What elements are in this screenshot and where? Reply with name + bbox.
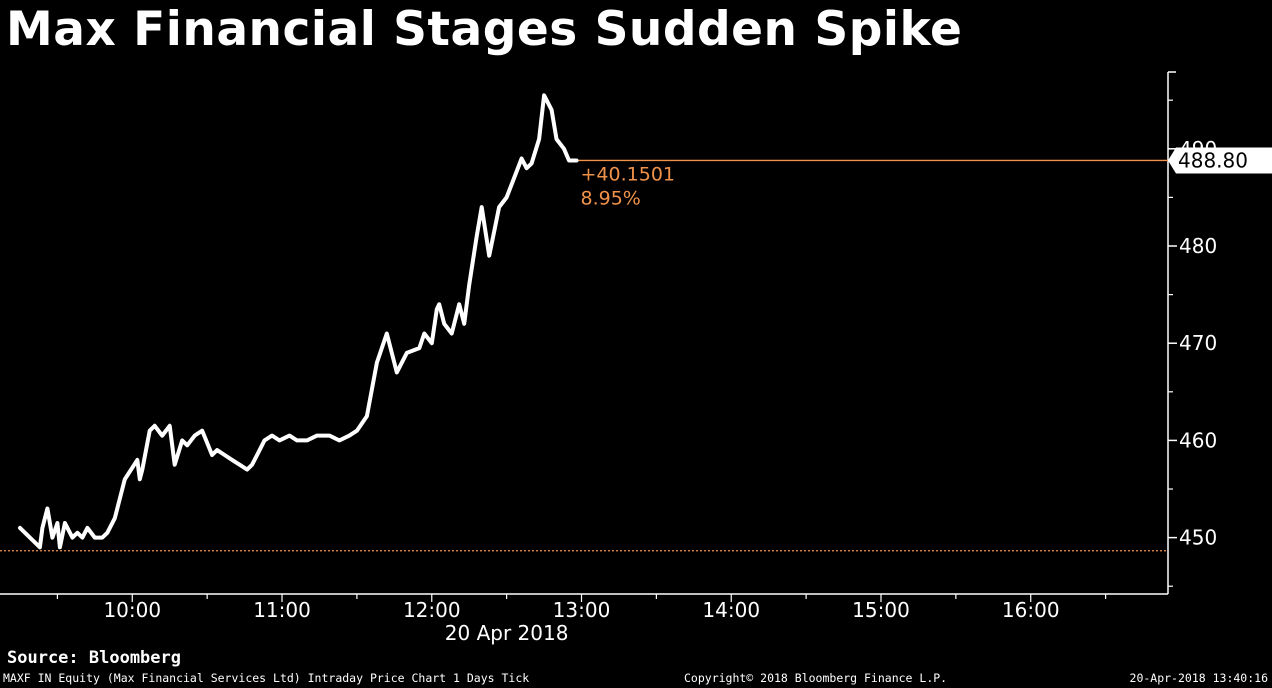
x-tick-label: 12:00 [403,598,461,622]
x-tick-label: 15:00 [852,598,910,622]
x-tick-label: 13:00 [553,598,611,622]
footer-description: MAXF IN Equity (Max Financial Services L… [3,671,530,685]
chart-title: Max Financial Stages Sudden Spike [6,2,963,57]
x-axis: 10:00 11:00 12:00 13:00 14:00 15:00 16:00 [0,593,1168,622]
change-absolute-label: +40.1501 [581,163,676,185]
last-price-tag: 488.80 [1168,147,1272,174]
last-price-value: 488.80 [1178,148,1248,172]
price-series-line [18,93,579,550]
x-tick-label: 10:00 [103,598,161,622]
y-tick-label: 450 [1179,526,1217,550]
x-tick-label: 11:00 [253,598,311,622]
y-tick-label: 470 [1179,331,1217,355]
y-tick-label: 460 [1179,428,1217,452]
source-label: Source: Bloomberg [7,648,181,668]
x-tick-label: 16:00 [1002,598,1060,622]
x-axis-date-label: 20 Apr 2018 [445,621,569,645]
reference-lines [0,159,1168,552]
footer-copyright: Copyright© 2018 Bloomberg Finance L.P. [684,671,948,685]
y-tick-label: 480 [1179,234,1217,258]
x-tick-label: 14:00 [702,598,760,622]
footer-timestamp: 20-Apr-2018 13:40:16 [1129,671,1268,685]
change-percent-label: 8.95% [581,187,641,209]
